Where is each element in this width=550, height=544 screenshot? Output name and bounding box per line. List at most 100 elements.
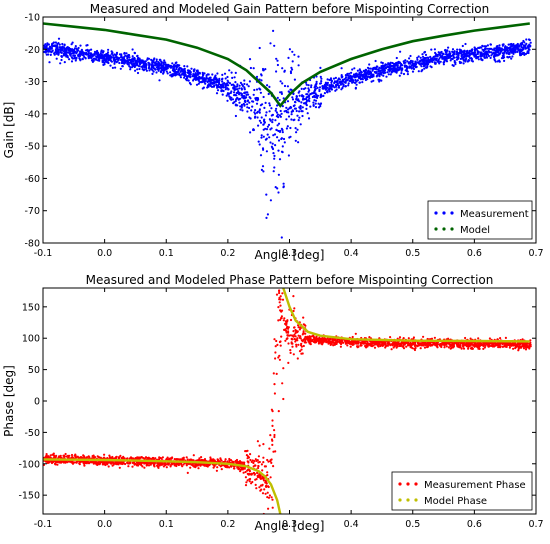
scatter-point — [273, 435, 276, 439]
scatter-point — [351, 68, 354, 71]
scatter-point — [239, 81, 242, 84]
scatter-point — [479, 46, 482, 49]
scatter-point — [355, 74, 358, 77]
scatter-point — [264, 127, 267, 130]
scatter-point — [486, 44, 489, 47]
scatter-point — [54, 45, 58, 48]
scatter-point — [297, 119, 300, 122]
scatter-point — [372, 74, 375, 77]
scatter-point — [239, 105, 242, 108]
scatter-point — [426, 65, 429, 68]
scatter-point — [308, 342, 311, 345]
scatter-point — [179, 76, 182, 79]
scatter-point — [490, 51, 493, 54]
scatter-point — [260, 168, 263, 171]
scatter-point — [201, 75, 204, 79]
scatter-point — [273, 166, 276, 169]
scatter-point — [331, 85, 334, 88]
scatter-point — [302, 330, 305, 333]
scatter-point — [277, 122, 281, 125]
scatter-point — [201, 459, 204, 462]
scatter-point — [487, 54, 491, 58]
scatter-point — [523, 53, 526, 57]
scatter-point — [334, 338, 337, 341]
scatter-point — [227, 81, 230, 84]
scatter-point — [519, 342, 522, 345]
scatter-point — [232, 467, 236, 470]
scatter-point — [249, 97, 252, 100]
scatter-point — [224, 84, 227, 87]
scatter-point — [114, 58, 117, 61]
scatter-point — [337, 84, 341, 87]
scatter-point — [128, 54, 131, 57]
scatter-point — [402, 337, 405, 340]
scatter-point — [113, 60, 116, 64]
scatter-point — [148, 69, 151, 72]
scatter-point — [510, 42, 513, 46]
scatter-point — [276, 113, 279, 116]
scatter-point — [399, 64, 402, 67]
scatter-point — [294, 335, 297, 338]
scatter-point — [277, 149, 280, 152]
scatter-point — [355, 72, 358, 75]
scatter-point — [166, 72, 169, 75]
scatter-point — [375, 71, 378, 74]
scatter-point — [260, 463, 263, 466]
scatter-point — [483, 48, 486, 52]
scatter-point — [271, 443, 274, 446]
scatter-point — [389, 73, 392, 76]
scatter-point — [508, 52, 511, 56]
scatter-point — [126, 55, 130, 59]
scatter-point — [486, 47, 489, 50]
scatter-point — [78, 53, 81, 56]
scatter-point — [493, 58, 496, 61]
scatter-point — [514, 51, 517, 54]
scatter-point — [383, 64, 386, 68]
scatter-point — [203, 72, 206, 75]
scatter-point — [374, 59, 377, 63]
scatter-point — [398, 66, 401, 69]
scatter-point — [187, 70, 191, 74]
scatter-point — [344, 81, 347, 84]
scatter-point — [218, 77, 221, 80]
scatter-point — [494, 49, 497, 53]
scatter-point — [337, 78, 340, 81]
scatter-point — [344, 74, 347, 77]
scatter-point — [272, 170, 275, 173]
scatter-point — [378, 80, 381, 83]
x-tick-label: 0.1 — [159, 248, 174, 259]
scatter-point — [98, 53, 101, 57]
scatter-point — [98, 57, 101, 60]
scatter-point — [503, 48, 506, 51]
scatter-point — [386, 71, 389, 74]
scatter-point — [196, 73, 199, 76]
scatter-point — [241, 109, 244, 112]
scatter-point — [494, 344, 497, 347]
scatter-point — [185, 464, 188, 467]
scatter-point — [454, 63, 457, 66]
legend-marker — [450, 211, 454, 215]
scatter-point — [233, 93, 236, 96]
scatter-point — [461, 57, 464, 60]
scatter-point — [447, 346, 450, 349]
scatter-point — [267, 496, 271, 499]
scatter-point — [58, 43, 61, 46]
scatter-point — [270, 145, 273, 148]
scatter-point — [451, 54, 454, 57]
scatter-point — [62, 460, 65, 463]
scatter-point — [236, 88, 239, 91]
scatter-point — [312, 92, 315, 95]
scatter-point — [420, 62, 424, 65]
scatter-point — [255, 478, 258, 481]
scatter-point — [417, 70, 420, 73]
scatter-point — [465, 55, 468, 58]
scatter-point — [528, 43, 531, 46]
scatter-point — [519, 346, 523, 349]
scatter-point — [238, 84, 241, 87]
scatter-point — [220, 468, 223, 471]
scatter-point — [280, 137, 283, 141]
scatter-point — [229, 459, 233, 462]
scatter-point — [269, 434, 272, 437]
scatter-point — [147, 464, 151, 467]
scatter-point — [302, 97, 305, 100]
